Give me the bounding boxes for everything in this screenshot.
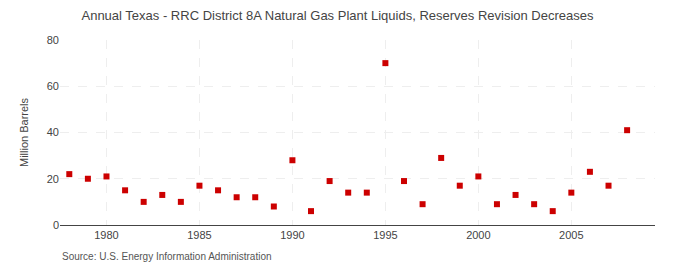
svg-text:2000: 2000 (466, 229, 490, 241)
svg-text:Source: U.S. Energy Informatio: Source: U.S. Energy Information Administ… (62, 251, 272, 262)
svg-text:1985: 1985 (187, 229, 211, 241)
svg-text:20: 20 (47, 173, 59, 185)
svg-text:Annual Texas - RRC District 8A: Annual Texas - RRC District 8A Natural G… (81, 8, 594, 23)
svg-text:2005: 2005 (559, 229, 583, 241)
svg-text:60: 60 (47, 80, 59, 92)
svg-text:0: 0 (53, 219, 59, 231)
svg-text:40: 40 (47, 126, 59, 138)
svg-text:Million Barrels: Million Barrels (18, 97, 30, 167)
svg-text:80: 80 (47, 34, 59, 46)
svg-text:1990: 1990 (280, 229, 304, 241)
svg-text:1995: 1995 (373, 229, 397, 241)
svg-text:1980: 1980 (94, 229, 118, 241)
